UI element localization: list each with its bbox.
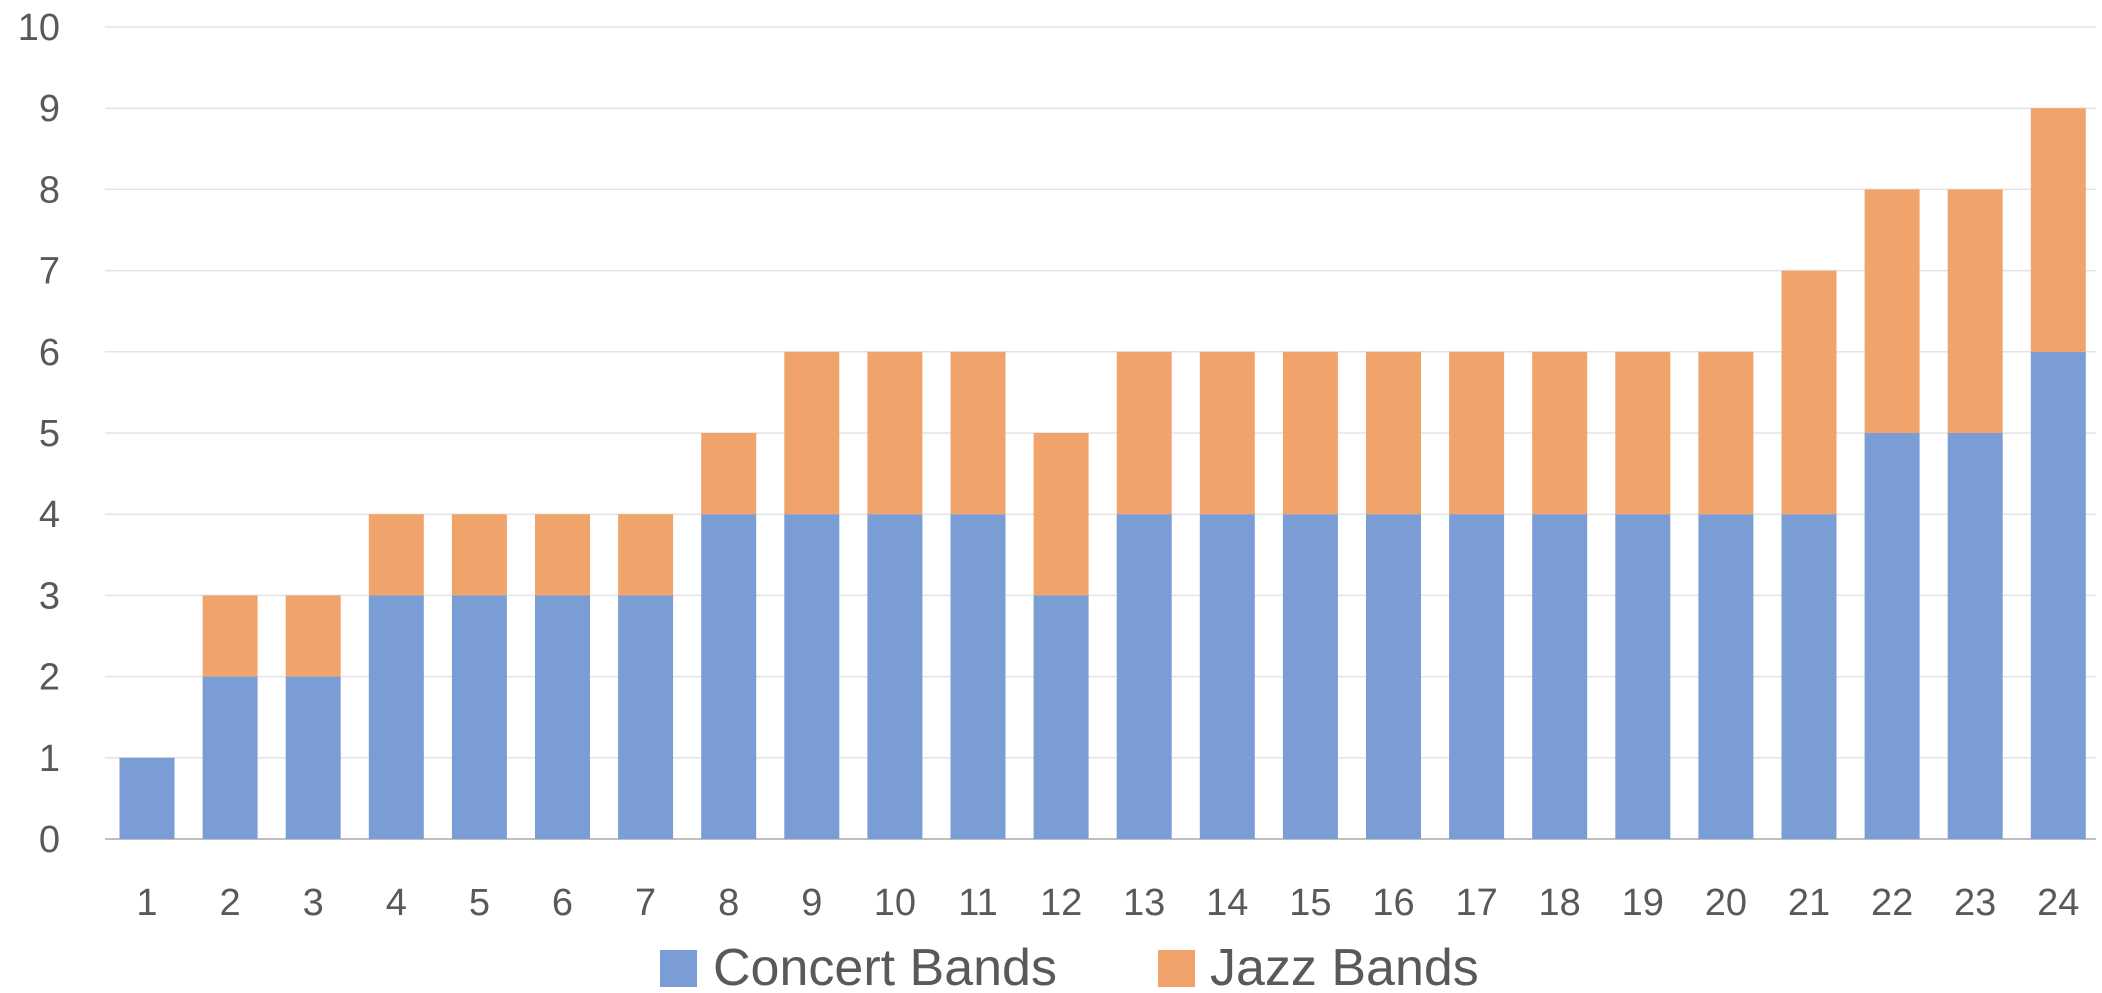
y-tick-label: 5 <box>39 413 60 455</box>
bar-concert-bands <box>368 595 424 839</box>
x-tick-label: 24 <box>2037 882 2079 924</box>
bar-jazz-bands <box>1698 351 1754 515</box>
legend: Concert Bands Jazz Bands <box>660 939 1479 993</box>
bar-jazz-bands <box>285 595 341 677</box>
x-tick-label: 10 <box>874 882 916 924</box>
y-tick-label: 7 <box>39 251 60 293</box>
x-tick-label: 16 <box>1372 882 1414 924</box>
y-tick-label: 0 <box>39 819 60 861</box>
bar-concert-bands <box>1698 514 1754 839</box>
bar-concert-bands <box>1449 514 1505 839</box>
bar-jazz-bands <box>1947 189 2003 433</box>
bar-concert-bands <box>1781 514 1837 839</box>
bar-concert-bands <box>784 514 840 839</box>
bar-jazz-bands <box>535 514 590 596</box>
bar-concert-bands <box>202 676 258 839</box>
y-tick-label: 4 <box>39 494 60 536</box>
bar-jazz-bands <box>618 514 674 596</box>
bar-concert-bands <box>1366 514 1421 839</box>
bars <box>119 108 2086 839</box>
bar-concert-bands <box>1615 514 1671 839</box>
bar-concert-bands <box>1532 514 1588 839</box>
y-tick-label: 3 <box>39 575 60 617</box>
bar-concert-bands <box>618 595 674 839</box>
x-tick-label: 12 <box>1040 882 1082 924</box>
bar-jazz-bands <box>701 433 757 515</box>
bar-concert-bands <box>950 514 1006 839</box>
bar-jazz-bands <box>867 351 923 515</box>
bar-concert-bands <box>867 514 923 839</box>
x-tick-label: 20 <box>1705 882 1747 924</box>
x-tick-label: 1 <box>136 882 157 924</box>
x-tick-label: 4 <box>386 882 407 924</box>
bar-jazz-bands <box>1781 270 1837 515</box>
bar-concert-bands <box>1033 595 1089 839</box>
bar-concert-bands <box>285 676 341 839</box>
bar-jazz-bands <box>2030 108 2086 352</box>
bar-jazz-bands <box>1199 351 1255 515</box>
x-tick-label: 13 <box>1123 882 1165 924</box>
bar-jazz-bands <box>1449 351 1505 515</box>
bar-concert-bands <box>1282 514 1338 839</box>
legend-label-jazz-bands: Jazz Bands <box>1210 939 1479 993</box>
x-tick-label: 7 <box>635 882 656 924</box>
bar-jazz-bands <box>1282 351 1338 515</box>
bar-jazz-bands <box>1116 351 1172 515</box>
x-tick-label: 9 <box>801 882 822 924</box>
x-tick-label: 8 <box>718 882 739 924</box>
bar-jazz-bands <box>784 351 840 515</box>
bar-jazz-bands <box>1532 351 1588 515</box>
bar-concert-bands <box>535 595 590 839</box>
x-axis: 1 2 3 4 5 6 7 8 9 10 11 12 13 14 15 16 17 18 19 20 21 22 23 24 <box>136 882 2079 924</box>
bar-concert-bands <box>119 757 175 839</box>
y-tick-label: 1 <box>39 738 60 780</box>
bar-jazz-bands <box>1366 351 1421 515</box>
bar-concert-bands <box>2030 351 2086 839</box>
x-tick-label: 18 <box>1539 882 1581 924</box>
bar-jazz-bands <box>451 514 507 596</box>
legend-swatch-concert-bands <box>660 950 697 987</box>
x-tick-label: 2 <box>220 882 241 924</box>
bar-jazz-bands <box>1615 351 1671 515</box>
x-tick-label: 6 <box>552 882 573 924</box>
y-tick-label: 10 <box>18 7 60 49</box>
x-tick-label: 3 <box>303 882 324 924</box>
y-tick-label: 8 <box>39 169 60 211</box>
x-tick-label: 11 <box>958 882 997 924</box>
bar-concert-bands <box>701 514 757 839</box>
y-tick-label: 2 <box>39 657 60 699</box>
x-tick-label: 21 <box>1788 882 1830 924</box>
x-tick-label: 22 <box>1871 882 1913 924</box>
y-tick-label: 6 <box>39 332 60 374</box>
bar-jazz-bands <box>202 595 258 677</box>
gridlines <box>105 26 2096 840</box>
bar-jazz-bands <box>950 351 1006 515</box>
bar-concert-bands <box>451 595 507 839</box>
y-tick-label: 9 <box>39 88 60 130</box>
x-tick-label: 15 <box>1289 882 1331 924</box>
x-tick-label: 14 <box>1206 882 1248 924</box>
legend-swatch-jazz-bands <box>1158 950 1195 987</box>
bar-jazz-bands <box>1864 189 1920 433</box>
x-tick-label: 23 <box>1954 882 1996 924</box>
x-tick-label: 17 <box>1455 882 1497 924</box>
bar-concert-bands <box>1864 433 1920 839</box>
y-axis: 0 1 2 3 4 5 6 7 8 9 10 <box>18 7 60 861</box>
bar-jazz-bands <box>1033 433 1089 596</box>
x-tick-label: 19 <box>1622 882 1664 924</box>
legend-label-concert-bands: Concert Bands <box>713 939 1057 993</box>
bar-concert-bands <box>1199 514 1255 839</box>
bar-concert-bands <box>1116 514 1172 839</box>
bar-jazz-bands <box>368 514 424 596</box>
bar-concert-bands <box>1947 433 2003 839</box>
x-tick-label: 5 <box>469 882 490 924</box>
